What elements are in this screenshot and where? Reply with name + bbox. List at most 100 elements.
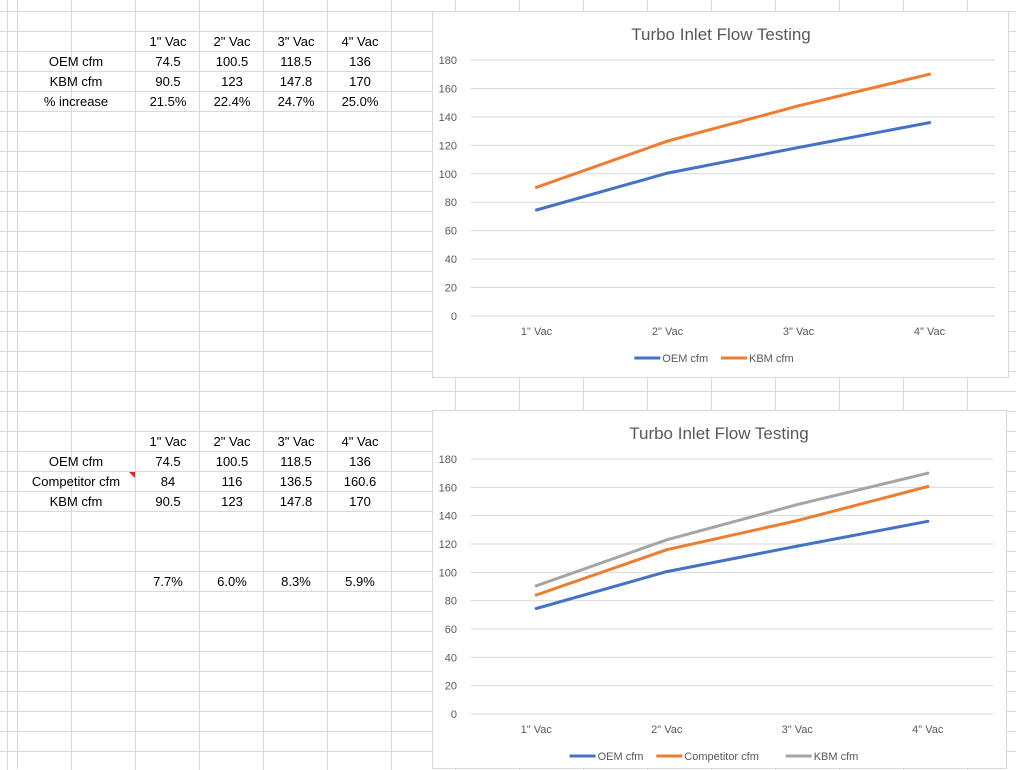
data-point[interactable] bbox=[666, 171, 669, 175]
y-tick-label: 120 bbox=[439, 539, 457, 551]
chart-1-svg: Turbo Inlet Flow Testing 0 20 40 60 80 100 120… bbox=[439, 25, 995, 365]
data-point[interactable] bbox=[665, 538, 669, 542]
data-point[interactable] bbox=[926, 484, 930, 488]
y-tick-label: 20 bbox=[445, 681, 457, 693]
data-point[interactable] bbox=[928, 72, 931, 76]
y-tick-label: 160 bbox=[439, 83, 457, 95]
data-point[interactable] bbox=[535, 208, 538, 212]
data-point[interactable] bbox=[795, 544, 799, 548]
y-tick-label: 60 bbox=[445, 624, 457, 636]
table1-cell[interactable]: 74.5 bbox=[155, 54, 181, 69]
table1-header-2[interactable]: 2" Vac bbox=[213, 34, 251, 49]
table2-cell[interactable]: 136.5 bbox=[279, 474, 313, 489]
data-point[interactable] bbox=[797, 145, 800, 149]
legend-label: OEM cfm bbox=[598, 751, 644, 763]
table1-header-1[interactable]: 1" Vac bbox=[149, 34, 187, 49]
data-point[interactable] bbox=[795, 519, 799, 523]
chart-2-svg: Turbo Inlet Flow Testing 0 20 40 60 80 100 120… bbox=[439, 424, 993, 763]
y-tick-label: 0 bbox=[451, 311, 457, 323]
y-tick-label: 140 bbox=[439, 112, 457, 124]
table1-cell[interactable]: 123 bbox=[221, 74, 243, 89]
series-line-kbm-cfm[interactable] bbox=[534, 471, 930, 588]
series-line-competitor-cfm[interactable] bbox=[534, 485, 930, 597]
chart-2[interactable]: Turbo Inlet Flow Testing 0 20 40 60 80 100 120… bbox=[432, 410, 1007, 769]
table1-header-3[interactable]: 3" Vac bbox=[277, 34, 315, 49]
table1-cell[interactable]: 24.7% bbox=[277, 94, 315, 109]
table2-cell[interactable]: 123 bbox=[221, 494, 243, 509]
table1-cell[interactable]: 25.0% bbox=[341, 94, 379, 109]
table1-cell[interactable]: 136 bbox=[349, 54, 371, 69]
data-point[interactable] bbox=[534, 593, 538, 597]
table1-cell[interactable]: 22.4% bbox=[213, 94, 251, 109]
y-tick-label: 120 bbox=[439, 140, 457, 152]
y-tick-label: 180 bbox=[439, 55, 457, 67]
legend-label: OEM cfm bbox=[662, 353, 708, 365]
y-tick-label: 0 bbox=[451, 709, 457, 721]
table2-cell[interactable]: 116 bbox=[221, 474, 243, 489]
table1-row-label-increase[interactable]: % increase bbox=[43, 94, 109, 109]
table2-percent-cell[interactable]: 8.3% bbox=[281, 574, 311, 589]
table1-cell[interactable]: 118.5 bbox=[280, 54, 312, 69]
series-line-oem-cfm[interactable] bbox=[535, 121, 931, 212]
x-tick-label: 3" Vac bbox=[783, 326, 815, 338]
table1-cell[interactable]: 170 bbox=[349, 74, 371, 89]
y-tick-label: 100 bbox=[439, 567, 457, 579]
table2-cell[interactable]: 100.5 bbox=[215, 454, 249, 469]
table2-cell[interactable]: 90.5 bbox=[155, 494, 181, 509]
table2-row-label-competitor[interactable]: Competitor cfm bbox=[31, 474, 121, 489]
series-line-oem-cfm[interactable] bbox=[534, 519, 930, 610]
table2-header-4[interactable]: 4" Vac bbox=[341, 434, 379, 449]
y-tick-label: 40 bbox=[445, 652, 457, 664]
legend-label: KBM cfm bbox=[749, 353, 794, 365]
table1-row-label-kbm[interactable]: KBM cfm bbox=[49, 74, 103, 89]
y-tick-label: 100 bbox=[439, 169, 457, 181]
data-point[interactable] bbox=[797, 104, 800, 108]
table1-row-label-oem[interactable]: OEM cfm bbox=[48, 54, 104, 69]
data-point[interactable] bbox=[926, 519, 930, 523]
table2-percent-cell[interactable]: 7.7% bbox=[153, 574, 183, 589]
table2-cell[interactable]: 84 bbox=[160, 474, 176, 489]
data-point[interactable] bbox=[795, 503, 799, 507]
data-point[interactable] bbox=[534, 584, 538, 588]
data-point[interactable] bbox=[666, 139, 669, 143]
x-tick-label: 3" Vac bbox=[782, 724, 814, 736]
chart-title: Turbo Inlet Flow Testing bbox=[631, 25, 811, 44]
table1-cell[interactable]: 90.5 bbox=[155, 74, 181, 89]
table2-row-label-kbm[interactable]: KBM cfm bbox=[49, 494, 103, 509]
table2-cell[interactable]: 160.6 bbox=[343, 474, 377, 489]
column-divider-a bbox=[17, 0, 18, 769]
table2-percent-cell[interactable]: 5.9% bbox=[345, 574, 375, 589]
y-tick-label: 180 bbox=[439, 454, 457, 466]
y-tick-label: 160 bbox=[439, 482, 457, 494]
table2-row-label-oem[interactable]: OEM cfm bbox=[48, 454, 104, 469]
chart-1[interactable]: Turbo Inlet Flow Testing 0 20 40 60 80 100 120… bbox=[432, 11, 1009, 378]
table2-cell[interactable]: 74.5 bbox=[155, 454, 181, 469]
data-point[interactable] bbox=[926, 471, 930, 475]
data-point[interactable] bbox=[665, 548, 669, 552]
y-tick-label: 60 bbox=[445, 226, 457, 238]
y-tick-label: 40 bbox=[445, 254, 457, 266]
table2-cell[interactable]: 118.5 bbox=[280, 454, 312, 469]
y-tick-label: 140 bbox=[439, 511, 457, 523]
table1-cell[interactable]: 21.5% bbox=[149, 94, 187, 109]
data-point[interactable] bbox=[535, 185, 538, 189]
x-tick-label: 4" Vac bbox=[914, 326, 946, 338]
cell-comment-indicator[interactable] bbox=[129, 472, 135, 478]
table2-header-3[interactable]: 3" Vac bbox=[277, 434, 315, 449]
table2-cell[interactable]: 136 bbox=[349, 454, 371, 469]
data-point[interactable] bbox=[665, 570, 669, 574]
table2-header-1[interactable]: 1" Vac bbox=[149, 434, 187, 449]
data-point[interactable] bbox=[534, 606, 538, 610]
legend-label: Competitor cfm bbox=[684, 751, 759, 763]
table2-cell[interactable]: 147.8 bbox=[279, 494, 313, 509]
series-line-kbm-cfm[interactable] bbox=[535, 72, 931, 189]
table1-cell[interactable]: 100.5 bbox=[215, 54, 249, 69]
data-point[interactable] bbox=[928, 121, 931, 125]
table2-percent-cell[interactable]: 6.0% bbox=[217, 574, 247, 589]
table2-header-2[interactable]: 2" Vac bbox=[213, 434, 251, 449]
table1-cell[interactable]: 147.8 bbox=[279, 74, 313, 89]
table2-cell[interactable]: 170 bbox=[349, 494, 371, 509]
x-tick-label: 2" Vac bbox=[652, 326, 684, 338]
column-divider-b bbox=[135, 0, 136, 769]
table1-header-4[interactable]: 4" Vac bbox=[341, 34, 379, 49]
